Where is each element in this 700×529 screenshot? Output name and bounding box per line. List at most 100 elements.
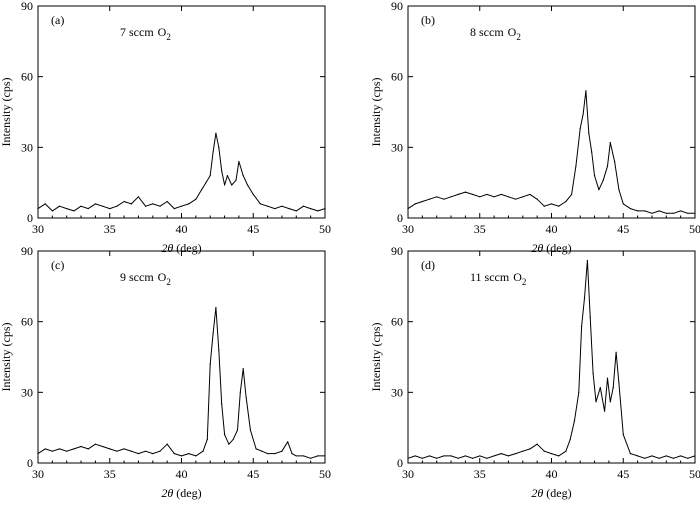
data-point — [558, 455, 560, 457]
data-point — [101, 445, 104, 448]
data-point — [295, 210, 297, 212]
condition-gas-subscript: 2 — [522, 277, 527, 287]
y-tick-label: 0 — [397, 211, 403, 225]
xrd-trace — [37, 307, 325, 459]
condition-label: 9 sccm O2 — [120, 270, 171, 287]
data-point — [145, 205, 147, 207]
data-point — [609, 142, 611, 144]
data-point — [302, 455, 305, 457]
data-point — [573, 420, 576, 422]
data-point — [236, 429, 239, 431]
x-axis-symbol: 2θ — [531, 241, 543, 255]
data-point — [479, 196, 481, 198]
data-point — [274, 207, 276, 210]
y-tick-label: 0 — [27, 456, 33, 470]
data-point — [614, 160, 616, 163]
data-point — [665, 212, 667, 214]
condition-gas-subscript: 2 — [166, 32, 171, 42]
data-point — [428, 198, 431, 200]
x-axis-unit: (deg) — [176, 486, 201, 500]
plot-frame — [37, 5, 326, 219]
data-point — [428, 455, 431, 457]
data-point — [515, 198, 517, 200]
data-point — [212, 332, 214, 335]
data-point — [588, 132, 590, 134]
y-axis-label: Intensity (cps) — [0, 323, 13, 392]
data-point — [209, 363, 211, 365]
data-point — [231, 184, 233, 186]
data-point — [609, 401, 611, 403]
data-point — [66, 207, 68, 210]
data-point — [421, 200, 423, 203]
x-tick-label: 30 — [32, 222, 44, 236]
x-tick-label: 40 — [546, 222, 558, 236]
data-point — [450, 196, 452, 198]
y-tick-label: 90 — [21, 0, 33, 13]
data-point — [622, 203, 624, 205]
data-point — [180, 205, 183, 207]
data-point — [152, 203, 154, 205]
data-point — [188, 203, 190, 205]
data-point — [457, 457, 459, 459]
data-point — [180, 455, 183, 457]
data-point — [581, 325, 583, 327]
data-point — [288, 207, 290, 210]
data-point — [226, 175, 229, 177]
data-point — [123, 200, 125, 203]
y-tick-label: 90 — [21, 244, 33, 258]
data-point — [80, 205, 82, 207]
data-point — [166, 443, 168, 445]
x-tick-label: 35 — [474, 467, 486, 481]
data-point — [218, 146, 220, 148]
data-point — [80, 445, 82, 448]
x-tick-label: 45 — [247, 222, 259, 236]
data-point — [206, 438, 208, 441]
x-tick-label: 45 — [617, 467, 629, 481]
data-point — [644, 457, 646, 459]
data-point — [694, 212, 696, 214]
data-point — [615, 351, 617, 353]
x-tick-label: 50 — [689, 467, 700, 481]
data-point — [471, 457, 474, 459]
data-point — [421, 457, 423, 459]
data-point — [471, 193, 474, 196]
data-point — [87, 207, 89, 210]
data-point — [212, 151, 214, 153]
data-point — [324, 455, 326, 457]
data-point — [101, 205, 104, 207]
data-point — [287, 441, 289, 443]
data-point — [507, 455, 510, 457]
x-tick-label: 50 — [689, 222, 700, 236]
data-point — [317, 455, 319, 457]
data-point — [522, 450, 524, 452]
data-point — [529, 448, 531, 450]
condition-label: 11 sccm O2 — [470, 270, 526, 287]
data-point — [550, 452, 553, 455]
data-point — [310, 207, 312, 210]
y-tick-label: 60 — [391, 315, 403, 329]
data-point — [622, 434, 624, 436]
data-point — [73, 448, 75, 450]
data-point — [579, 127, 581, 130]
condition-gas: O — [158, 25, 167, 39]
panel-tag: (d) — [421, 258, 435, 272]
data-point — [522, 196, 524, 198]
data-point — [274, 452, 276, 455]
data-point — [221, 170, 223, 172]
data-point — [450, 455, 452, 457]
data-point — [242, 175, 244, 177]
data-point — [195, 198, 197, 200]
data-point — [130, 203, 132, 205]
data-point — [235, 179, 237, 181]
data-point — [223, 184, 226, 186]
y-tick-label: 60 — [21, 315, 33, 329]
x-axis-symbol: 2θ — [161, 486, 173, 500]
x-tick-label: 30 — [402, 222, 414, 236]
x-tick-label: 50 — [319, 467, 331, 481]
data-point — [680, 210, 682, 212]
data-point — [500, 452, 502, 455]
data-point — [637, 210, 639, 212]
condition-gas-subscript: 2 — [166, 277, 171, 287]
